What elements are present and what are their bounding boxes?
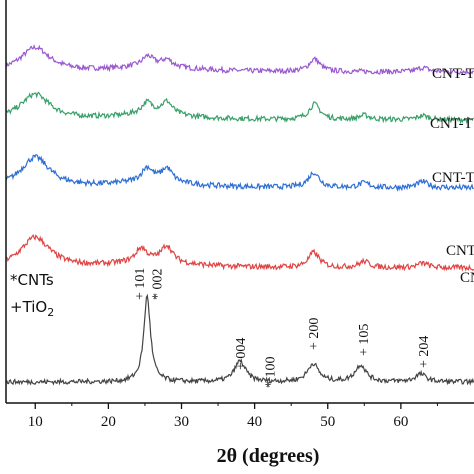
x-axis-title: 2θ (degrees) — [217, 445, 320, 467]
legend-item-cnts: *CNTs — [10, 271, 54, 289]
x-tick-label: 10 — [28, 414, 43, 430]
series-labels: CNT-T CNT-T CNT-T CNT CN — [430, 66, 474, 286]
series-line-4 — [5, 234, 474, 272]
peak-annotations: + 101 * 002 + 004 * 100 + 200 + 105 + 204 — [133, 268, 432, 388]
x-tick-label: 40 — [247, 414, 262, 430]
series-label-4: CNT — [446, 243, 474, 259]
series-label-3: CNT-T — [432, 170, 474, 186]
peak-label-2: * 002 — [151, 269, 166, 301]
series-line-3 — [5, 154, 474, 192]
x-tick-label: 60 — [393, 414, 408, 430]
series-line-1 — [5, 44, 474, 76]
series-label-5: CN — [460, 270, 474, 286]
peak-label-5: + 200 — [307, 318, 322, 350]
x-tick-label: 50 — [320, 414, 335, 430]
series-traces — [5, 44, 474, 386]
legend-item-tio2: +TiO2 — [10, 298, 54, 319]
series-label-2: CNT-T — [430, 116, 473, 132]
peak-label-1: + 101 — [133, 268, 148, 300]
x-tick-label: 30 — [174, 414, 189, 430]
peak-label-3: + 004 — [234, 338, 249, 370]
peak-label-7: + 204 — [417, 336, 432, 368]
peak-label-4: * 100 — [263, 357, 278, 389]
series-line-2 — [5, 91, 474, 125]
legend-subscript: 2 — [47, 306, 54, 319]
series-label-1: CNT-T — [432, 66, 474, 82]
legend: *CNTs +TiO2 — [10, 271, 54, 319]
series-line-5 — [5, 293, 474, 386]
x-tick-label: 20 — [101, 414, 116, 430]
peak-label-6: + 105 — [357, 324, 372, 356]
x-axis: 10 20 30 40 50 60 — [5, 0, 474, 430]
